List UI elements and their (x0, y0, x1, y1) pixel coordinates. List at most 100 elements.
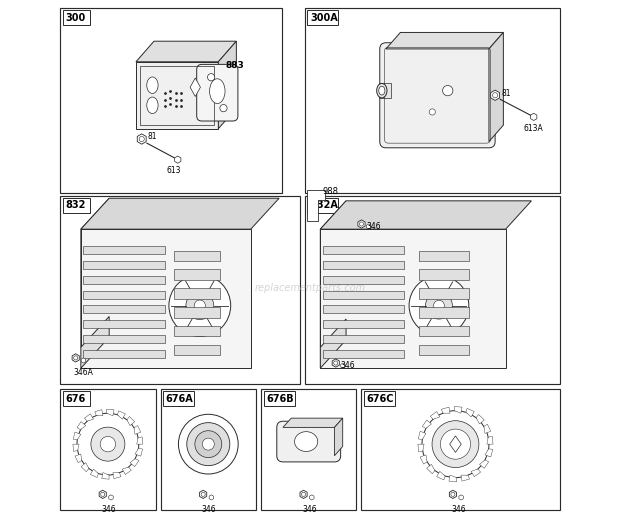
Bar (63, 391, 90, 406)
Circle shape (409, 276, 469, 335)
Polygon shape (441, 407, 450, 413)
Bar (323, 246, 404, 254)
Bar (308, 10, 339, 25)
Bar (323, 261, 404, 269)
Bar (163, 391, 194, 406)
Circle shape (334, 361, 338, 365)
Circle shape (100, 492, 105, 496)
Bar (174, 269, 220, 280)
Text: 81: 81 (148, 132, 157, 141)
Polygon shape (136, 41, 236, 62)
Bar (84, 276, 165, 284)
Bar (418, 345, 469, 356)
Polygon shape (81, 198, 109, 347)
Bar (84, 246, 165, 254)
Circle shape (443, 86, 453, 96)
Polygon shape (454, 407, 462, 413)
Polygon shape (430, 412, 440, 420)
Bar (418, 251, 469, 261)
Bar (84, 291, 165, 299)
Bar (174, 288, 220, 299)
Polygon shape (476, 414, 484, 424)
Circle shape (186, 292, 214, 319)
Polygon shape (308, 190, 326, 221)
Text: 676A: 676A (166, 394, 193, 404)
Polygon shape (84, 414, 94, 421)
Text: 346: 346 (341, 361, 355, 370)
Text: 676: 676 (65, 394, 86, 404)
Bar (323, 276, 404, 284)
Polygon shape (135, 448, 143, 456)
Polygon shape (461, 475, 469, 481)
Polygon shape (73, 444, 79, 452)
Text: 81: 81 (502, 89, 511, 98)
Bar (84, 305, 165, 314)
Text: 832: 832 (65, 200, 86, 211)
Circle shape (425, 292, 453, 319)
Bar (308, 198, 339, 213)
Bar (323, 305, 404, 314)
Polygon shape (218, 41, 236, 128)
Text: 676B: 676B (266, 394, 294, 404)
Circle shape (100, 437, 115, 452)
Bar (418, 269, 469, 280)
Polygon shape (127, 416, 135, 426)
Bar (161, 389, 256, 510)
Bar (305, 8, 560, 193)
FancyBboxPatch shape (380, 43, 495, 148)
Text: 883: 883 (225, 60, 244, 70)
Bar (379, 84, 391, 98)
Circle shape (179, 414, 238, 474)
Bar (323, 350, 404, 358)
Circle shape (422, 411, 489, 478)
Bar (418, 307, 469, 317)
Polygon shape (484, 424, 491, 433)
Polygon shape (321, 319, 346, 368)
Circle shape (201, 492, 205, 496)
Text: 832A: 832A (310, 200, 338, 211)
Polygon shape (113, 473, 121, 479)
Polygon shape (190, 78, 200, 96)
Circle shape (187, 423, 230, 465)
Text: 346: 346 (366, 222, 381, 231)
Polygon shape (427, 464, 435, 474)
FancyBboxPatch shape (197, 64, 238, 121)
Text: 676C: 676C (366, 394, 394, 404)
Polygon shape (122, 467, 131, 475)
Circle shape (440, 429, 471, 459)
Text: 613A: 613A (524, 124, 544, 133)
Polygon shape (422, 420, 432, 428)
Polygon shape (91, 469, 99, 477)
Circle shape (429, 109, 435, 115)
Circle shape (202, 438, 215, 450)
Circle shape (139, 136, 144, 141)
FancyBboxPatch shape (277, 421, 340, 462)
Text: 346: 346 (101, 505, 116, 513)
Bar (361, 389, 560, 510)
Polygon shape (73, 432, 81, 440)
Bar (60, 389, 156, 510)
Bar (60, 8, 281, 193)
Polygon shape (321, 229, 506, 368)
Text: 988: 988 (323, 187, 339, 196)
Polygon shape (418, 431, 426, 440)
Polygon shape (418, 444, 424, 452)
Text: 346: 346 (202, 505, 216, 513)
Circle shape (451, 492, 455, 496)
Polygon shape (321, 201, 531, 229)
Bar (60, 196, 299, 383)
Polygon shape (485, 449, 493, 457)
Polygon shape (450, 436, 461, 453)
Bar (174, 307, 220, 317)
Bar (174, 251, 220, 261)
Circle shape (195, 431, 222, 458)
Polygon shape (134, 426, 141, 434)
Polygon shape (102, 473, 109, 479)
Text: 346: 346 (451, 505, 466, 513)
Polygon shape (436, 471, 445, 480)
Polygon shape (107, 409, 114, 416)
Text: replacementparts.com: replacementparts.com (254, 283, 366, 294)
Bar (63, 10, 90, 25)
Bar (84, 335, 165, 343)
Bar (261, 389, 356, 510)
